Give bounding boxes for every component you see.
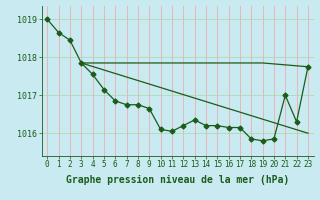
X-axis label: Graphe pression niveau de la mer (hPa): Graphe pression niveau de la mer (hPa)	[66, 175, 289, 185]
